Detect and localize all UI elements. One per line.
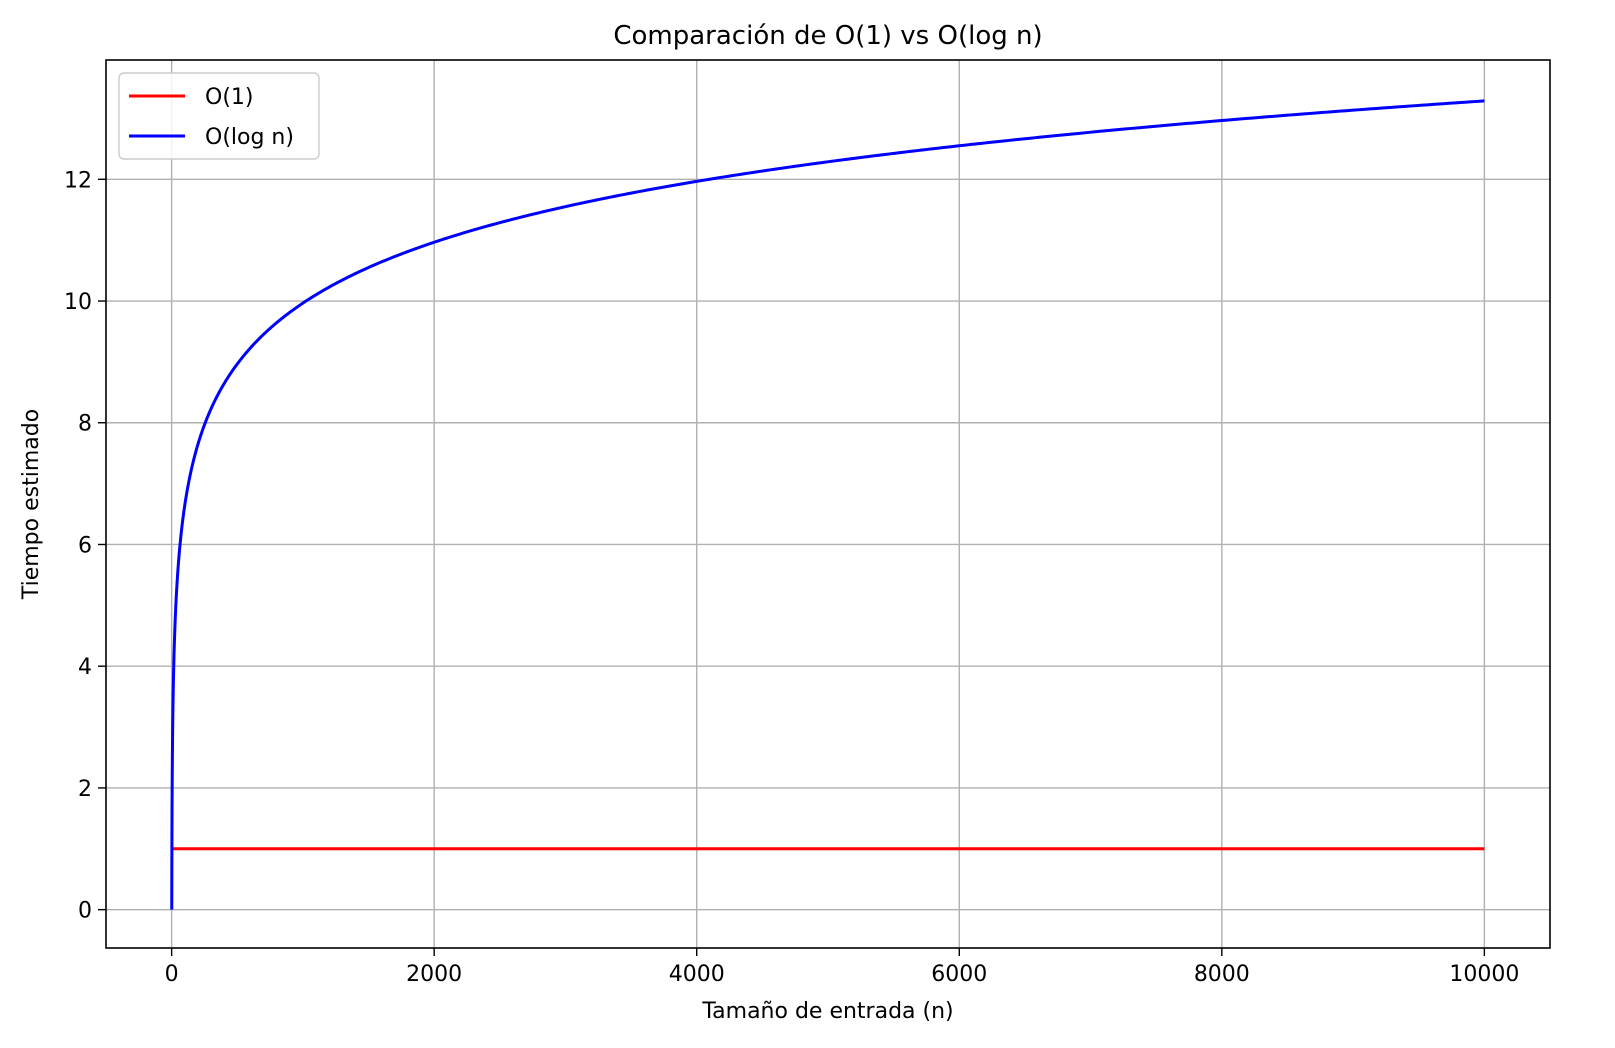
x-tick-label: 0: [165, 962, 179, 987]
x-tick-label: 6000: [931, 962, 987, 987]
y-tick-label: 6: [78, 533, 92, 558]
legend-label: O(1): [205, 85, 253, 110]
x-tick-label: 8000: [1194, 962, 1250, 987]
legend: O(1) O(log n): [118, 72, 320, 160]
y-tick-label: 0: [78, 899, 92, 924]
x-tick-label: 4000: [669, 962, 725, 987]
legend-label: O(log n): [205, 125, 294, 150]
y-tick-label: 2: [78, 777, 92, 802]
x-axis-title: Tamaño de entrada (n): [701, 999, 953, 1024]
y-tick-label: 8: [78, 412, 92, 437]
y-tick-label: 10: [64, 290, 92, 315]
y-axis-title: Tiempo estimado: [19, 409, 44, 600]
x-tick-label: 10000: [1449, 962, 1519, 987]
grid: [106, 60, 1550, 948]
y-tick-label: 4: [78, 655, 92, 680]
series-line-o-log-n-: [170, 99, 1485, 910]
ticks: 0 2000 4000 6000 8000 10000 0 2 4 6 8 10 12: [64, 168, 1519, 987]
x-tick-label: 2000: [406, 962, 462, 987]
plot-frame: [105, 59, 1551, 949]
y-tick-label: 12: [64, 168, 92, 193]
series-layer: [170, 99, 1485, 910]
chart-title: Comparación de O(1) vs O(log n): [613, 21, 1042, 51]
